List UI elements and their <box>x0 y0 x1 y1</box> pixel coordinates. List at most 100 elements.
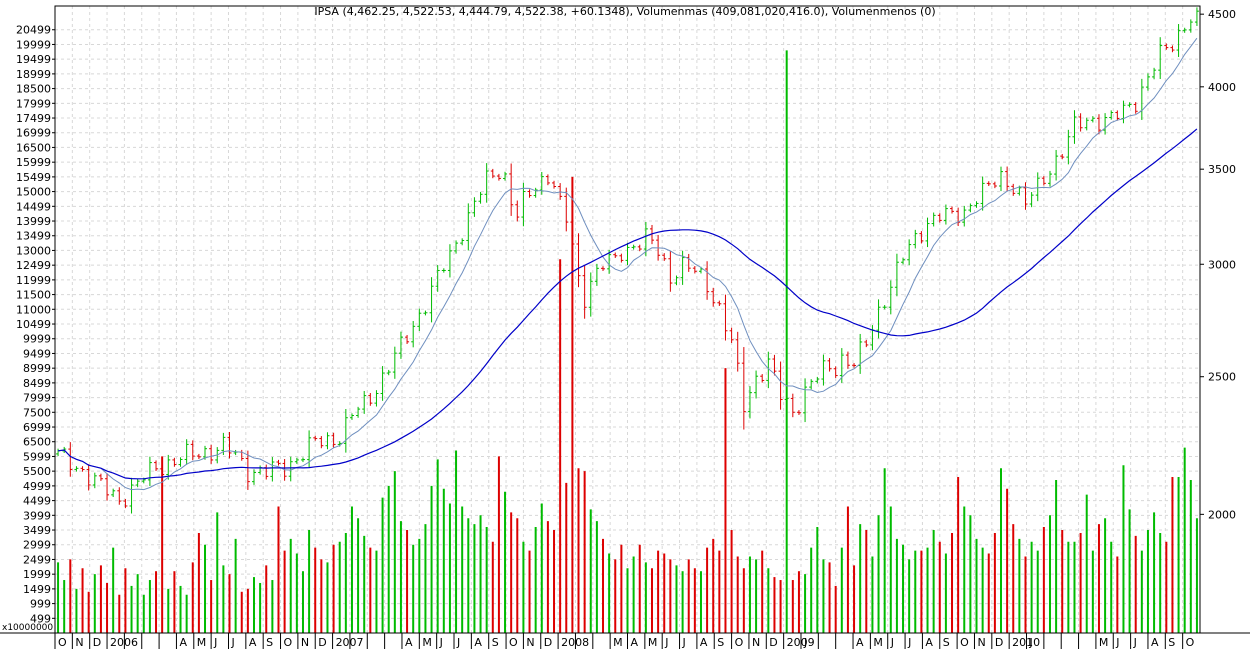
ohlc-bar <box>435 265 440 292</box>
time-axis-label: N <box>752 636 760 649</box>
time-axis-label: N <box>301 636 309 649</box>
ohlc-bar <box>288 456 293 482</box>
volume-axis-label: 13499 <box>16 230 51 243</box>
ohlc-bar <box>1164 43 1169 50</box>
volume-axis-label: 1499 <box>23 583 51 596</box>
time-axis: OND2006AMJJASOND2007AMJJASOND2008MAMJJAS… <box>0 632 1250 649</box>
volume-axis-label: 13000 <box>16 244 51 257</box>
ohlc-bar <box>1084 117 1089 131</box>
ohlc-bar <box>796 410 801 415</box>
ohlc-bar <box>723 294 728 341</box>
ohlc-bar <box>558 183 563 200</box>
ohlc-bar <box>1005 166 1010 192</box>
ohlc-bar <box>398 331 403 359</box>
ohlc-bar <box>741 347 746 430</box>
time-axis-label: D <box>93 636 101 649</box>
ohlc-bar <box>968 203 973 213</box>
volume-axis-label: 3499 <box>23 524 51 537</box>
ohlc-bar <box>478 191 483 204</box>
ohlc-bar <box>460 238 465 246</box>
time-axis-label: O <box>58 636 67 649</box>
ohlc-bar <box>380 366 385 401</box>
ohlc-bar <box>582 264 587 319</box>
time-axis-label: O <box>284 636 293 649</box>
volume-axis-label: 5999 <box>23 450 51 463</box>
ohlc-bar <box>270 457 275 482</box>
ohlc-bar <box>943 204 948 225</box>
volume-axis-label: 14499 <box>16 200 51 213</box>
ohlc-bar <box>913 229 918 249</box>
time-axis-label: J <box>890 636 894 649</box>
chart-title: IPSA (4,462.25, 4,522.53, 4,444.79, 4,52… <box>314 5 935 18</box>
time-axis-label: A <box>474 636 482 649</box>
volume-axis-label: 10499 <box>16 318 51 331</box>
ohlc-bar <box>894 253 899 297</box>
ohlc-bar <box>135 478 140 488</box>
ohlc-bar <box>619 253 624 263</box>
ohlc-bar <box>343 408 348 453</box>
ohlc-bar <box>331 432 336 448</box>
ohlc-bar <box>1182 27 1187 33</box>
time-axis-label: A <box>1151 636 1159 649</box>
ohlc-bar <box>178 457 183 467</box>
ohlc-bar <box>729 327 734 343</box>
ohlc-bar <box>1176 24 1181 57</box>
ohlc-bar <box>111 488 116 498</box>
time-axis-label: J <box>456 636 460 649</box>
ohlc-bar <box>521 182 526 227</box>
ohlc-bar <box>980 176 985 211</box>
time-axis-label: J <box>803 636 807 649</box>
ohlc-bar <box>1066 129 1071 165</box>
ohlc-bar <box>503 171 508 181</box>
time-axis-label: S <box>717 636 724 649</box>
volume-axis-label: 5500 <box>23 465 51 478</box>
ohlc-bar <box>772 354 777 376</box>
ohlc-bar <box>1109 110 1114 120</box>
ohlc-bar <box>747 386 752 419</box>
ohlc-bar <box>576 233 581 288</box>
ohlc-bar <box>815 376 820 384</box>
time-axis-label: J <box>1029 636 1033 649</box>
ohlc-bar <box>1090 116 1095 123</box>
ohlc-bar <box>588 272 593 317</box>
time-axis-label: M <box>613 636 623 649</box>
volume-axis-label: 17999 <box>16 97 51 110</box>
ohlc-bar <box>80 466 85 472</box>
volume-bars <box>57 50 1198 633</box>
ohlc-bar <box>564 187 569 232</box>
volume-axis-label: 16500 <box>16 141 51 154</box>
ohlc-bar <box>754 370 759 399</box>
time-axis-label: O <box>1186 636 1195 649</box>
ohlc-bar <box>405 335 410 344</box>
ohlc-bar <box>1011 183 1016 196</box>
volume-axis-label: 4999 <box>23 480 51 493</box>
ohlc-bar <box>160 466 165 477</box>
time-axis-label: M <box>873 636 883 649</box>
ohlc-bar <box>374 390 379 407</box>
ohlc-bar <box>790 393 795 418</box>
ohlc-bar <box>1158 37 1163 79</box>
ohlc-bar <box>429 277 434 323</box>
time-axis-label: A <box>700 636 708 649</box>
ohlc-bar <box>992 181 997 189</box>
ohlc-bar <box>484 163 489 203</box>
ohlc-bar <box>821 354 826 386</box>
ohlc-bar <box>276 459 281 466</box>
ohlc-bar <box>411 320 416 348</box>
time-axis-label: J <box>213 636 217 649</box>
ohlc-bar <box>637 244 642 252</box>
ohlc-bar <box>760 374 765 383</box>
ohlc-bar <box>601 266 606 271</box>
volume-axis-label: 999 <box>30 598 51 611</box>
ohlc-bar <box>833 366 838 378</box>
time-axis-label: N <box>526 636 534 649</box>
volume-axis-label: 9999 <box>23 333 51 346</box>
ohlc-bar <box>227 432 232 459</box>
time-axis-label: M <box>648 636 658 649</box>
ohlc-bar <box>882 305 887 310</box>
ohlc-bar <box>98 473 103 481</box>
ohlc-bar <box>117 487 122 505</box>
volume-axis-label: 499 <box>30 612 51 625</box>
volume-axis-label: 13999 <box>16 215 51 228</box>
